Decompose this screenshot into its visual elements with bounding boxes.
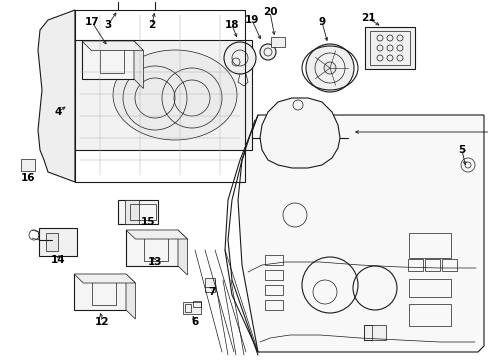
Bar — [130, 204, 156, 220]
Bar — [264, 255, 283, 265]
Bar — [74, 274, 126, 310]
Polygon shape — [126, 274, 135, 319]
Text: 14: 14 — [51, 255, 65, 265]
Bar — [408, 304, 450, 326]
Text: 18: 18 — [224, 20, 239, 30]
Polygon shape — [178, 230, 187, 275]
Text: 7: 7 — [208, 287, 215, 297]
Bar — [144, 235, 167, 261]
Text: 5: 5 — [457, 145, 465, 155]
Text: 3: 3 — [104, 20, 111, 30]
Bar — [118, 200, 158, 224]
Bar — [82, 41, 134, 79]
Bar — [264, 270, 283, 280]
Polygon shape — [82, 41, 143, 50]
Text: 13: 13 — [147, 257, 162, 267]
Bar — [424, 259, 439, 271]
Text: 2: 2 — [148, 20, 155, 30]
Bar — [408, 233, 450, 257]
Bar — [364, 27, 414, 69]
Bar — [184, 304, 191, 312]
Bar — [363, 324, 385, 339]
Polygon shape — [38, 10, 75, 182]
Bar — [125, 200, 139, 224]
Bar — [39, 228, 77, 256]
Bar — [441, 259, 456, 271]
Bar — [46, 233, 58, 251]
Bar — [204, 278, 215, 292]
Circle shape — [324, 62, 335, 74]
Polygon shape — [126, 230, 187, 239]
Text: 19: 19 — [244, 15, 259, 25]
Text: 15: 15 — [141, 217, 155, 227]
Circle shape — [305, 44, 353, 92]
Bar — [408, 279, 450, 297]
Bar — [21, 159, 35, 171]
Ellipse shape — [113, 50, 237, 140]
Text: 17: 17 — [84, 17, 99, 27]
Bar — [407, 259, 422, 271]
Text: 16: 16 — [20, 173, 35, 183]
Circle shape — [260, 44, 275, 60]
Bar — [193, 301, 201, 307]
Circle shape — [224, 42, 256, 74]
Text: 20: 20 — [262, 7, 277, 17]
Polygon shape — [260, 98, 339, 168]
Polygon shape — [134, 41, 143, 89]
Bar — [264, 300, 283, 310]
Bar — [126, 230, 178, 266]
Text: 12: 12 — [95, 317, 109, 327]
Bar — [270, 37, 285, 47]
Bar — [100, 47, 123, 73]
Text: 4: 4 — [54, 107, 61, 117]
Text: 9: 9 — [318, 17, 325, 27]
Bar — [264, 285, 283, 295]
Polygon shape — [238, 115, 483, 352]
Text: 6: 6 — [191, 317, 198, 327]
Polygon shape — [74, 274, 135, 283]
Text: 21: 21 — [360, 13, 374, 23]
Bar — [183, 302, 201, 314]
Bar — [363, 324, 371, 339]
Bar — [369, 31, 409, 65]
Bar — [72, 40, 251, 150]
Bar — [92, 279, 116, 305]
